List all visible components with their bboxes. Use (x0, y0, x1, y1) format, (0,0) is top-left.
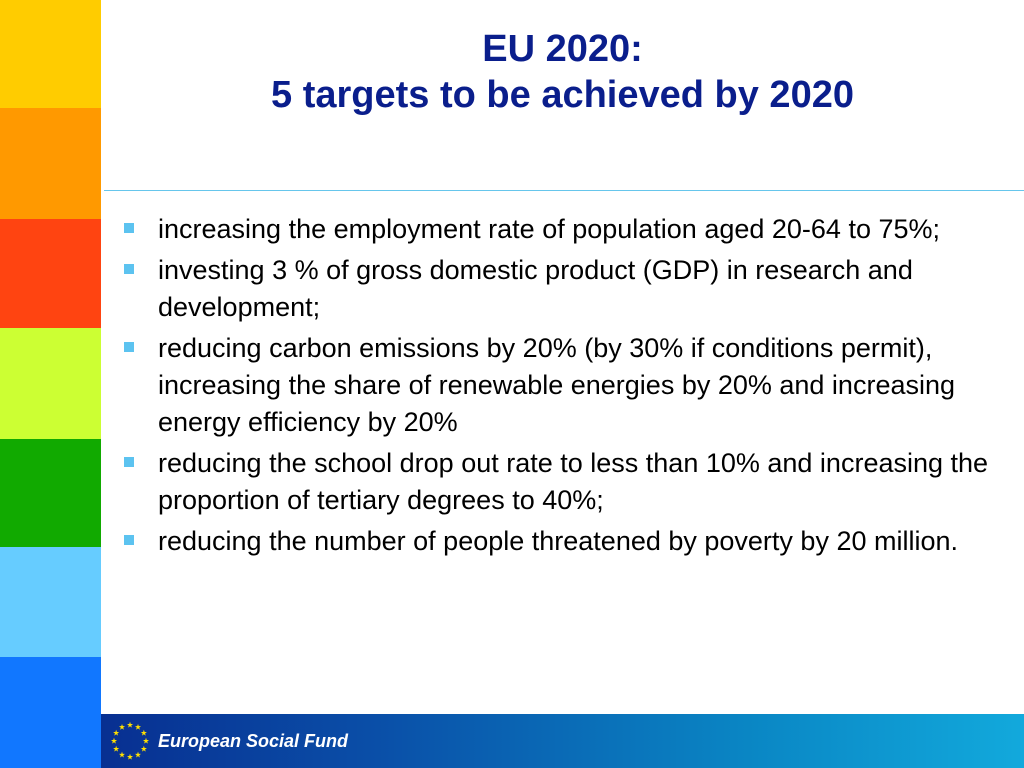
eu-star-icon (140, 745, 147, 752)
eu-star-icon (142, 737, 150, 744)
eu-star-icon (140, 729, 147, 736)
title-divider (104, 190, 1024, 191)
bullet-square-icon (124, 223, 134, 233)
eu-star-icon (126, 721, 134, 728)
strip-band-yellow (0, 0, 101, 108)
list-item: increasing the employment rate of popula… (120, 211, 1020, 248)
bullet-square-icon (124, 535, 134, 545)
strip-band-lime (0, 328, 101, 439)
color-strip (0, 0, 101, 768)
eu-star-icon (113, 745, 120, 752)
title-line-1: EU 2020: (482, 28, 643, 70)
target-list: increasing the employment rate of popula… (120, 211, 1020, 564)
eu-star-icon (134, 751, 142, 758)
bullet-square-icon (124, 457, 134, 467)
strip-band-blue (0, 657, 101, 768)
strip-band-red (0, 219, 101, 328)
footer-label: European Social Fund (158, 731, 349, 751)
slide-title: EU 2020: 5 targets to be achieved by 202… (101, 26, 1024, 118)
list-item: investing 3 % of gross domestic product … (120, 252, 1020, 326)
eu-star-icon (110, 737, 118, 744)
strip-band-orange (0, 108, 101, 219)
list-item: reducing the school drop out rate to les… (120, 445, 1020, 519)
eu-star-icon (118, 751, 126, 758)
bullet-text: reducing carbon emissions by 20% (by 30%… (158, 333, 956, 437)
bullet-square-icon (124, 342, 134, 352)
eu-star-icon (113, 729, 120, 736)
footer-bar: European Social Fund (101, 714, 1024, 768)
bullet-text: reducing the school drop out rate to les… (158, 448, 989, 515)
eu-star-icon (134, 723, 142, 730)
strip-band-light-blue (0, 547, 101, 657)
eu-star-icon (126, 753, 134, 760)
title-line-2: 5 targets to be achieved by 2020 (271, 74, 854, 116)
eu-flag-icon (110, 721, 150, 760)
list-item: reducing carbon emissions by 20% (by 30%… (120, 330, 1020, 441)
bullet-text: increasing the employment rate of popula… (158, 214, 941, 244)
eu-star-icon (118, 723, 126, 730)
list-item: reducing the number of people threatened… (120, 523, 1020, 560)
bullet-text: reducing the number of people threatened… (158, 526, 958, 556)
strip-band-green (0, 439, 101, 547)
bullet-square-icon (124, 264, 134, 274)
bullet-text: investing 3 % of gross domestic product … (158, 255, 913, 322)
